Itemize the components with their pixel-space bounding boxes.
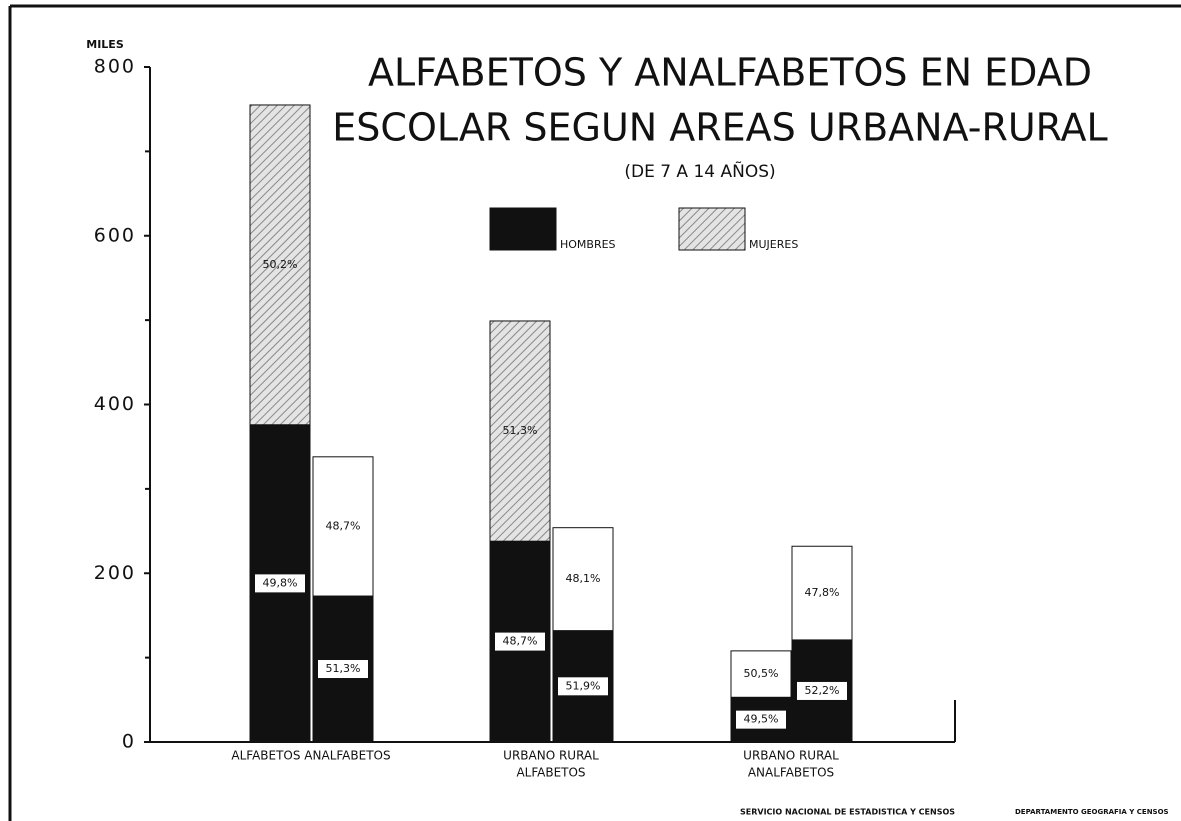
bar-segment (489, 320, 551, 542)
data-label: 48,7% (326, 519, 361, 532)
x-group-label: ALFABETOS ANALFABETOS (231, 749, 390, 763)
data-label: 48,1% (566, 572, 601, 585)
data-label: 49,8% (263, 576, 298, 589)
label-box (318, 660, 368, 679)
x-group-label: URBANO RURAL (743, 749, 839, 763)
data-label: 52,2% (805, 684, 840, 697)
y-tick-label: 800 (94, 56, 136, 78)
x-group-label: URBANO RURAL (503, 749, 599, 763)
bar-segment (552, 527, 614, 632)
bar-segment (312, 456, 374, 597)
label-box (797, 681, 847, 700)
legend-swatch (489, 207, 557, 251)
x-group-label: ANALFABETOS (748, 766, 834, 780)
data-label: 51,9% (566, 679, 601, 692)
y-tick-label: 400 (94, 393, 136, 415)
bar-segment (249, 104, 311, 426)
label-box (558, 677, 608, 696)
data-label: 49,5% (744, 713, 779, 726)
data-label: 48,7% (503, 635, 538, 648)
subtitle: (DE 7 A 14 AÑOS) (624, 160, 775, 182)
bar-segment (791, 545, 853, 641)
title: ESCOLAR SEGUN AREAS URBANA-RURAL (332, 106, 1107, 150)
x-group-label: ALFABETOS (516, 766, 585, 780)
data-label: 51,3% (326, 662, 361, 675)
footer: SERVICIO NACIONAL DE ESTADISTICA Y CENSO… (740, 808, 955, 817)
y-axis-label: MILES (86, 38, 124, 51)
legend-label: HOMBRES (560, 238, 616, 251)
data-label: 47,8% (805, 586, 840, 599)
title: ALFABETOS Y ANALFABETOS EN EDAD (368, 51, 1092, 95)
data-label: 50,2% (263, 258, 298, 271)
data-label: 51,3% (503, 424, 538, 437)
label-box (255, 574, 305, 593)
y-tick-label: 200 (94, 562, 136, 584)
footer: DEPARTAMENTO GEOGRAFIA Y CENSOS (1015, 808, 1169, 816)
bar-segment (730, 650, 792, 698)
legend-swatch (678, 207, 746, 251)
y-tick-label: 0 (122, 731, 136, 753)
y-tick-label: 600 (94, 224, 136, 246)
data-label: 50,5% (744, 667, 779, 680)
legend-label: MUJERES (749, 238, 798, 251)
label-box (495, 632, 545, 651)
label-box (736, 710, 786, 729)
